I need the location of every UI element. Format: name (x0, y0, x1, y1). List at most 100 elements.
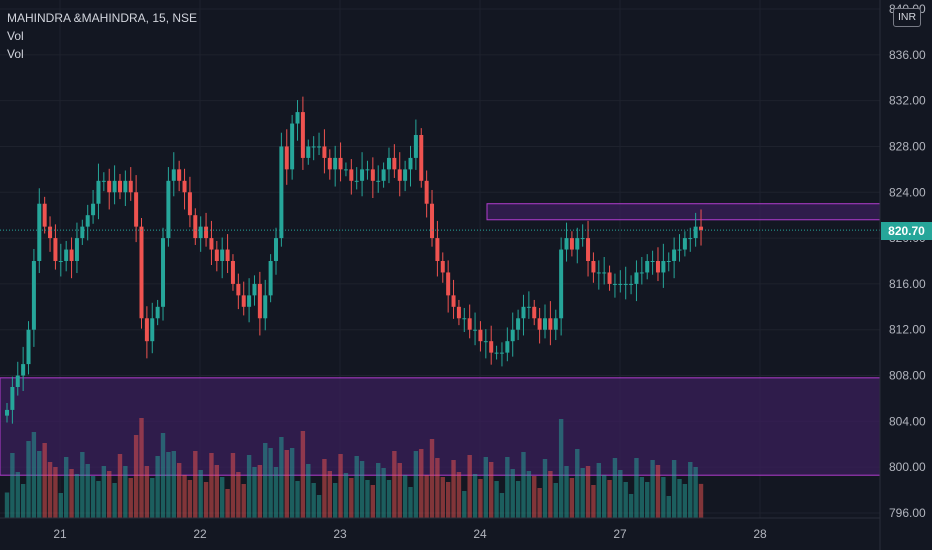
candle-body (80, 226, 85, 239)
volume-bar (688, 462, 693, 518)
candle-body (26, 329, 31, 365)
candle-body (311, 146, 316, 148)
volume-bar (203, 482, 209, 518)
candle-body (193, 215, 198, 239)
candle-body (360, 169, 365, 181)
volume-bar (53, 467, 58, 518)
volume-bar (133, 435, 139, 518)
candle-body (354, 180, 359, 182)
volume-bar (402, 475, 408, 518)
candle-body (569, 238, 574, 250)
volume-bar (645, 482, 650, 518)
volume-bar (144, 466, 150, 518)
volume-bar (569, 478, 575, 518)
candle-body (403, 169, 408, 181)
candle-body (451, 295, 456, 307)
candle-body (209, 238, 214, 250)
candle-body (693, 226, 698, 239)
price-tick-label: 832.00 (889, 94, 926, 108)
candle-body (15, 375, 20, 387)
candle-body (607, 272, 612, 284)
volume-bar (246, 455, 252, 518)
candle-body (424, 180, 429, 204)
candle-body (553, 318, 558, 330)
symbol-title[interactable]: MAHINDRA &MAHINDRA, 15, NSE (7, 11, 198, 25)
price-tick-label: 812.00 (889, 323, 926, 337)
volume-bar (456, 472, 462, 518)
volume-bar (15, 472, 20, 518)
candle-body (650, 261, 655, 262)
price-tick-label: 816.00 (889, 277, 926, 291)
time-axis[interactable]: 21 22 23 24 27 28 (53, 527, 767, 541)
candle-body (91, 203, 96, 216)
candle-body (489, 341, 494, 353)
candle-body (543, 318, 547, 330)
candle-body (435, 238, 440, 261)
candle-body (230, 261, 235, 284)
volume-bar (37, 451, 42, 518)
price-axis[interactable]: 840.00836.00832.00828.00824.00820.00816.… (889, 2, 926, 520)
candle-body (204, 226, 209, 239)
volume-bar (424, 475, 429, 518)
candle-body (42, 203, 47, 227)
candle-body (629, 283, 634, 285)
volume-bar (332, 483, 338, 518)
volume-bar (322, 459, 327, 518)
candle-body (661, 261, 666, 273)
candle-body (655, 261, 660, 273)
candle-body (505, 341, 510, 353)
candle-body (187, 192, 192, 216)
volume-bar (31, 432, 37, 518)
candle-body (37, 203, 42, 261)
volume-bar (295, 481, 300, 518)
candle-body (241, 295, 246, 307)
price-tick-label: 828.00 (889, 139, 926, 153)
volume-bar (682, 484, 688, 518)
candle-body (166, 180, 171, 239)
candle-body (521, 306, 526, 319)
volume-bar (548, 471, 553, 518)
candle-body (473, 329, 478, 331)
candle-body (586, 238, 591, 261)
candle-body (413, 135, 418, 158)
volume-bar (419, 449, 424, 518)
candle-body (478, 329, 483, 342)
volume-bar (671, 460, 677, 518)
time-tick-label: 22 (193, 527, 207, 541)
volume-bar (284, 450, 289, 518)
volume-bar (58, 493, 63, 518)
currency-badge[interactable]: INR (893, 8, 921, 27)
volume-bar (445, 482, 451, 518)
candle-body (290, 123, 295, 170)
volume-bar (220, 477, 225, 518)
candle-body (639, 272, 644, 274)
volume-bar (182, 475, 187, 518)
candle-body (338, 157, 343, 170)
candle-body (462, 318, 467, 320)
price-tick-label: 800.00 (889, 460, 926, 474)
candle-body (327, 157, 332, 170)
volume-bar (241, 484, 246, 518)
candle-body (128, 180, 133, 193)
volume-bar (596, 463, 601, 518)
candle-body (295, 112, 300, 124)
volume-legend-1[interactable]: Vol (7, 29, 24, 43)
volume-bar (349, 478, 354, 518)
volume-bar (150, 478, 155, 518)
volume-legend-2[interactable]: Vol (7, 47, 24, 61)
candle-body (247, 295, 252, 307)
volume-bar (289, 448, 295, 518)
candle-body (333, 157, 338, 170)
candle-body (612, 283, 617, 285)
candles (5, 96, 704, 424)
volume-bar (187, 480, 193, 518)
volume-bar (101, 466, 107, 518)
time-tick-label: 21 (53, 527, 67, 541)
candle-body (144, 318, 149, 342)
candle-body (155, 306, 160, 319)
volume-bar (279, 437, 284, 518)
candle-body (672, 249, 677, 261)
volume-bar (392, 451, 397, 518)
candle-body (537, 318, 542, 330)
